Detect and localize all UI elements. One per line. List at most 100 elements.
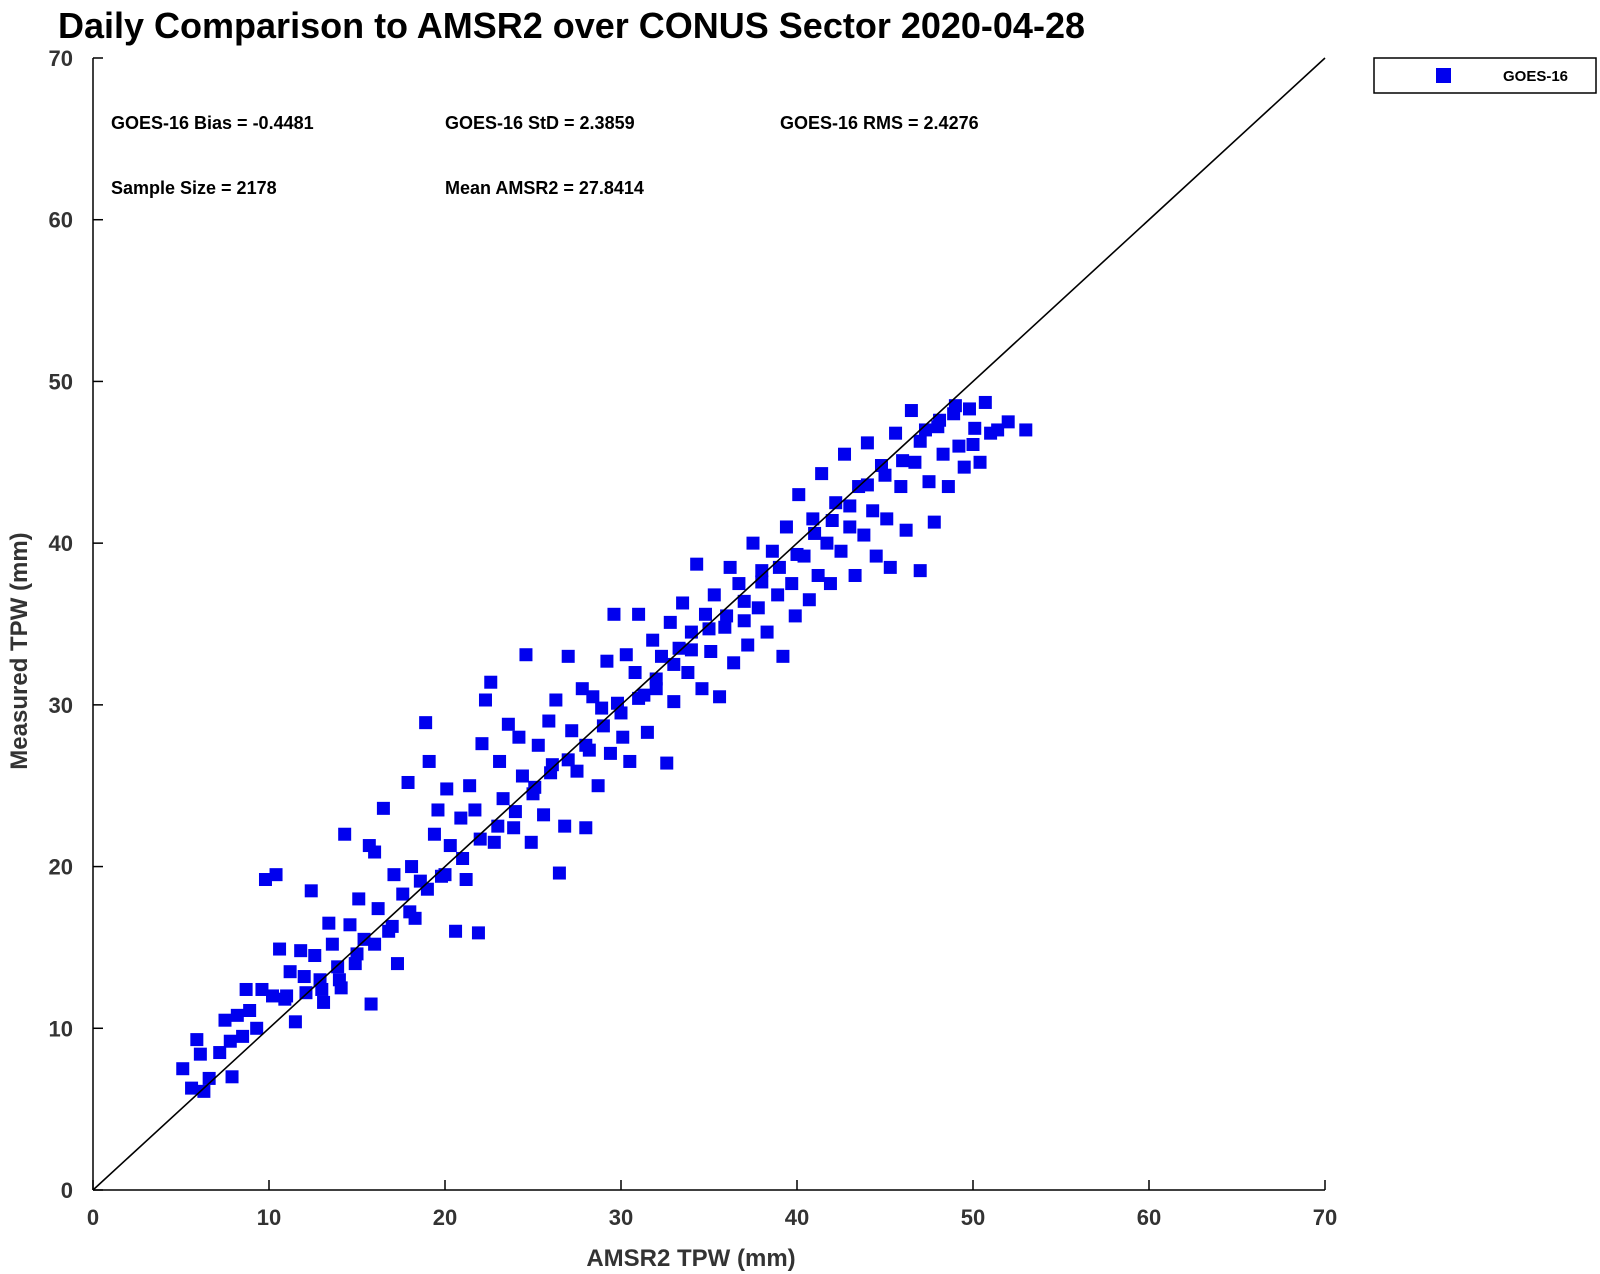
- data-point: [860, 478, 874, 492]
- data-point: [294, 944, 308, 958]
- data-point: [815, 467, 829, 481]
- data-point: [385, 919, 399, 933]
- data-point: [512, 730, 526, 744]
- bias-annotation: GOES-16 Bias = -0.4481: [111, 113, 314, 133]
- data-point: [438, 868, 452, 882]
- data-point: [931, 420, 945, 434]
- data-point: [269, 868, 283, 882]
- data-point: [236, 1029, 250, 1043]
- data-point: [878, 468, 892, 482]
- x-tick-label: 40: [785, 1205, 809, 1230]
- data-point: [297, 970, 311, 984]
- data-point: [889, 426, 903, 440]
- legend-marker-goes16: [1436, 68, 1451, 83]
- data-point: [802, 593, 816, 607]
- data-point: [772, 560, 786, 574]
- data-point: [223, 1034, 237, 1048]
- data-point: [304, 884, 318, 898]
- data-point: [239, 982, 253, 996]
- one-to-one-reference-line: [92, 57, 1326, 1191]
- data-point: [806, 512, 820, 526]
- data-point: [471, 926, 485, 940]
- data-point: [371, 902, 385, 916]
- data-point: [331, 960, 345, 974]
- data-point: [776, 649, 790, 663]
- data-point: [755, 564, 769, 578]
- data-point: [225, 1070, 239, 1084]
- data-point: [552, 866, 566, 880]
- data-point: [904, 404, 918, 418]
- data-point: [676, 596, 690, 610]
- data-point: [484, 675, 498, 689]
- data-point: [419, 716, 433, 730]
- data-point: [894, 480, 908, 494]
- data-point: [790, 547, 804, 561]
- data-point: [185, 1081, 199, 1095]
- data-point: [704, 644, 718, 658]
- x-tick-label: 10: [257, 1205, 281, 1230]
- data-point: [317, 995, 331, 1009]
- data-point: [258, 873, 272, 887]
- data-point: [343, 918, 357, 932]
- data-point: [765, 544, 779, 558]
- data-point: [288, 1015, 302, 1029]
- data-point: [579, 738, 593, 752]
- data-point: [948, 399, 962, 413]
- data-point: [579, 821, 593, 835]
- data-point: [250, 1021, 264, 1035]
- data-point: [829, 496, 843, 510]
- data-point: [957, 460, 971, 474]
- data-point: [218, 1013, 232, 1027]
- data-point: [352, 892, 366, 906]
- data-point: [420, 882, 434, 896]
- y-tick-label: 40: [49, 531, 73, 556]
- sample-size-annotation: Sample Size = 2178: [111, 178, 277, 198]
- data-point: [913, 564, 927, 578]
- data-point: [936, 447, 950, 461]
- data-point: [193, 1047, 207, 1061]
- data-point: [478, 693, 492, 707]
- data-point: [640, 725, 654, 739]
- y-axis-label: Measured TPW (mm): [6, 532, 33, 769]
- data-point: [860, 436, 874, 450]
- data-point: [357, 932, 371, 946]
- x-axis-label: AMSR2 TPW (mm): [586, 1245, 795, 1272]
- data-point: [660, 756, 674, 770]
- data-point: [751, 601, 765, 615]
- data-point: [596, 719, 610, 733]
- data-point: [273, 942, 287, 956]
- data-point: [230, 1008, 244, 1022]
- y-tick-label: 10: [49, 1016, 73, 1041]
- data-point: [403, 905, 417, 919]
- data-point: [591, 779, 605, 793]
- data-point: [760, 625, 774, 639]
- data-point: [299, 986, 313, 1000]
- data-point: [899, 523, 913, 537]
- chart-title: Daily Comparison to AMSR2 over CONUS Sec…: [58, 5, 1085, 46]
- data-point: [866, 504, 880, 518]
- data-point: [968, 421, 982, 435]
- data-point: [667, 657, 681, 671]
- data-point: [991, 423, 1005, 437]
- data-point: [332, 973, 346, 987]
- data-point: [883, 560, 897, 574]
- data-point: [880, 512, 894, 526]
- data-point: [690, 557, 704, 571]
- data-point: [628, 666, 642, 680]
- data-point: [667, 695, 681, 709]
- data-point: [869, 549, 883, 563]
- data-point: [368, 937, 382, 951]
- x-ticks: 0 10 20 30 40 50 60 70: [87, 1180, 1337, 1230]
- data-point: [779, 520, 793, 534]
- data-point: [654, 649, 668, 663]
- y-tick-label: 70: [49, 46, 73, 71]
- data-point: [614, 706, 628, 720]
- data-point: [537, 808, 551, 822]
- data-point: [1019, 423, 1033, 437]
- data-point: [857, 528, 871, 542]
- data-point: [698, 607, 712, 621]
- data-point: [896, 454, 910, 468]
- data-point: [463, 779, 477, 793]
- data-point: [565, 724, 579, 738]
